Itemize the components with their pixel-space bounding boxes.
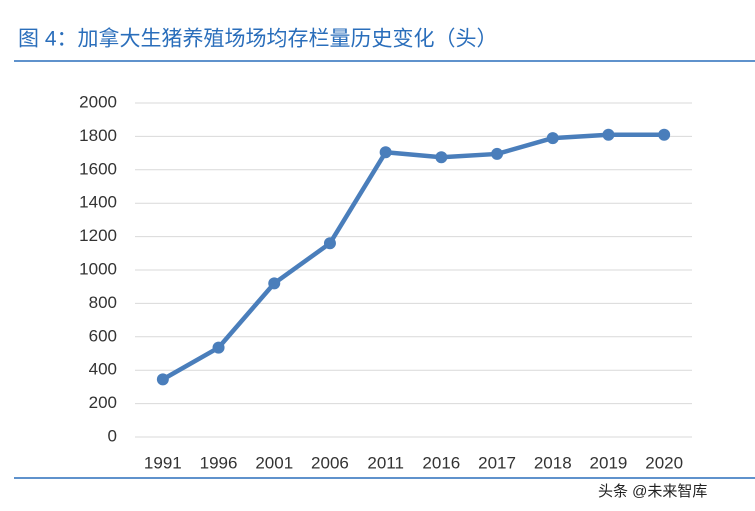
x-tick-label: 2001 (255, 453, 293, 472)
x-tick-label: 2019 (590, 453, 628, 472)
y-tick-label: 1400 (79, 193, 117, 212)
x-tick-label: 2016 (422, 453, 460, 472)
y-tick-label: 1000 (79, 259, 117, 278)
data-point (602, 128, 615, 141)
data-point (379, 146, 392, 159)
data-point (658, 128, 671, 141)
y-tick-label: 2000 (79, 92, 117, 111)
y-tick-label: 200 (89, 393, 117, 412)
data-point (323, 237, 336, 250)
data-point (212, 341, 225, 354)
x-tick-label: 1996 (200, 453, 238, 472)
data-point (435, 151, 448, 164)
x-tick-label: 2018 (534, 453, 572, 472)
x-tick-label: 2006 (311, 453, 349, 472)
chart-title: 图 4：加拿大生猪养殖场场均存栏量历史变化（头） (18, 27, 498, 51)
y-tick-label: 400 (89, 360, 117, 379)
y-tick-label: 1800 (79, 126, 117, 145)
y-tick-label: 1200 (79, 226, 117, 245)
y-tick-label: 800 (89, 293, 117, 312)
x-tick-label: 2020 (645, 453, 683, 472)
y-tick-label: 600 (89, 326, 117, 345)
y-tick-label: 1600 (79, 159, 117, 178)
x-tick-label: 1991 (144, 453, 182, 472)
y-tick-label: 0 (108, 426, 117, 445)
data-point (156, 373, 169, 386)
x-tick-label: 2011 (367, 453, 404, 472)
data-point (268, 277, 281, 290)
data-point (546, 132, 559, 145)
x-tick-label: 2017 (478, 453, 516, 472)
data-line (161, 132, 665, 382)
data-point (491, 147, 504, 160)
watermark: 头条 @未来智库 (598, 482, 707, 500)
